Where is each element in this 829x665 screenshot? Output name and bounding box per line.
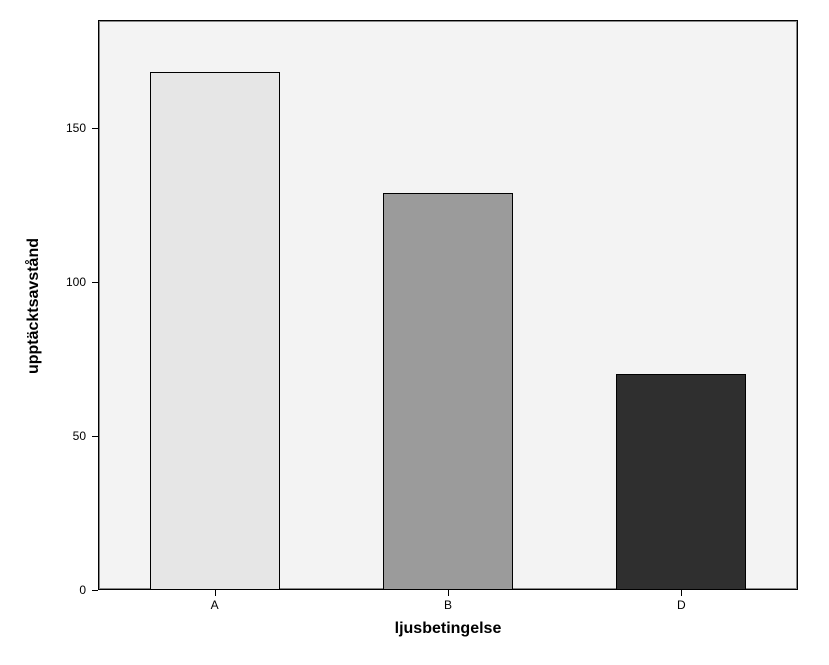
y-tick-label: 50 [52,429,86,443]
x-tick-label: B [418,598,478,612]
y-tick-mark [92,282,98,283]
x-tick-label: D [651,598,711,612]
x-axis-label: ljusbetingelse [98,620,798,638]
x-tick-label: A [185,598,245,612]
x-tick-mark [215,590,216,596]
y-tick-label: 0 [52,583,86,597]
x-tick-mark [448,590,449,596]
y-tick-mark [92,128,98,129]
bar [150,72,280,590]
y-tick-mark [92,436,98,437]
bar-chart: upptäcktsavstånd ljusbetingelse 0 50 100 15… [0,0,829,665]
y-tick-label: 150 [52,121,86,135]
y-tick-label: 100 [52,275,86,289]
bar [383,193,513,590]
y-tick-mark [92,590,98,591]
bar [616,374,746,590]
x-tick-mark [681,590,682,596]
y-axis-label: upptäcktsavstånd [25,206,43,406]
